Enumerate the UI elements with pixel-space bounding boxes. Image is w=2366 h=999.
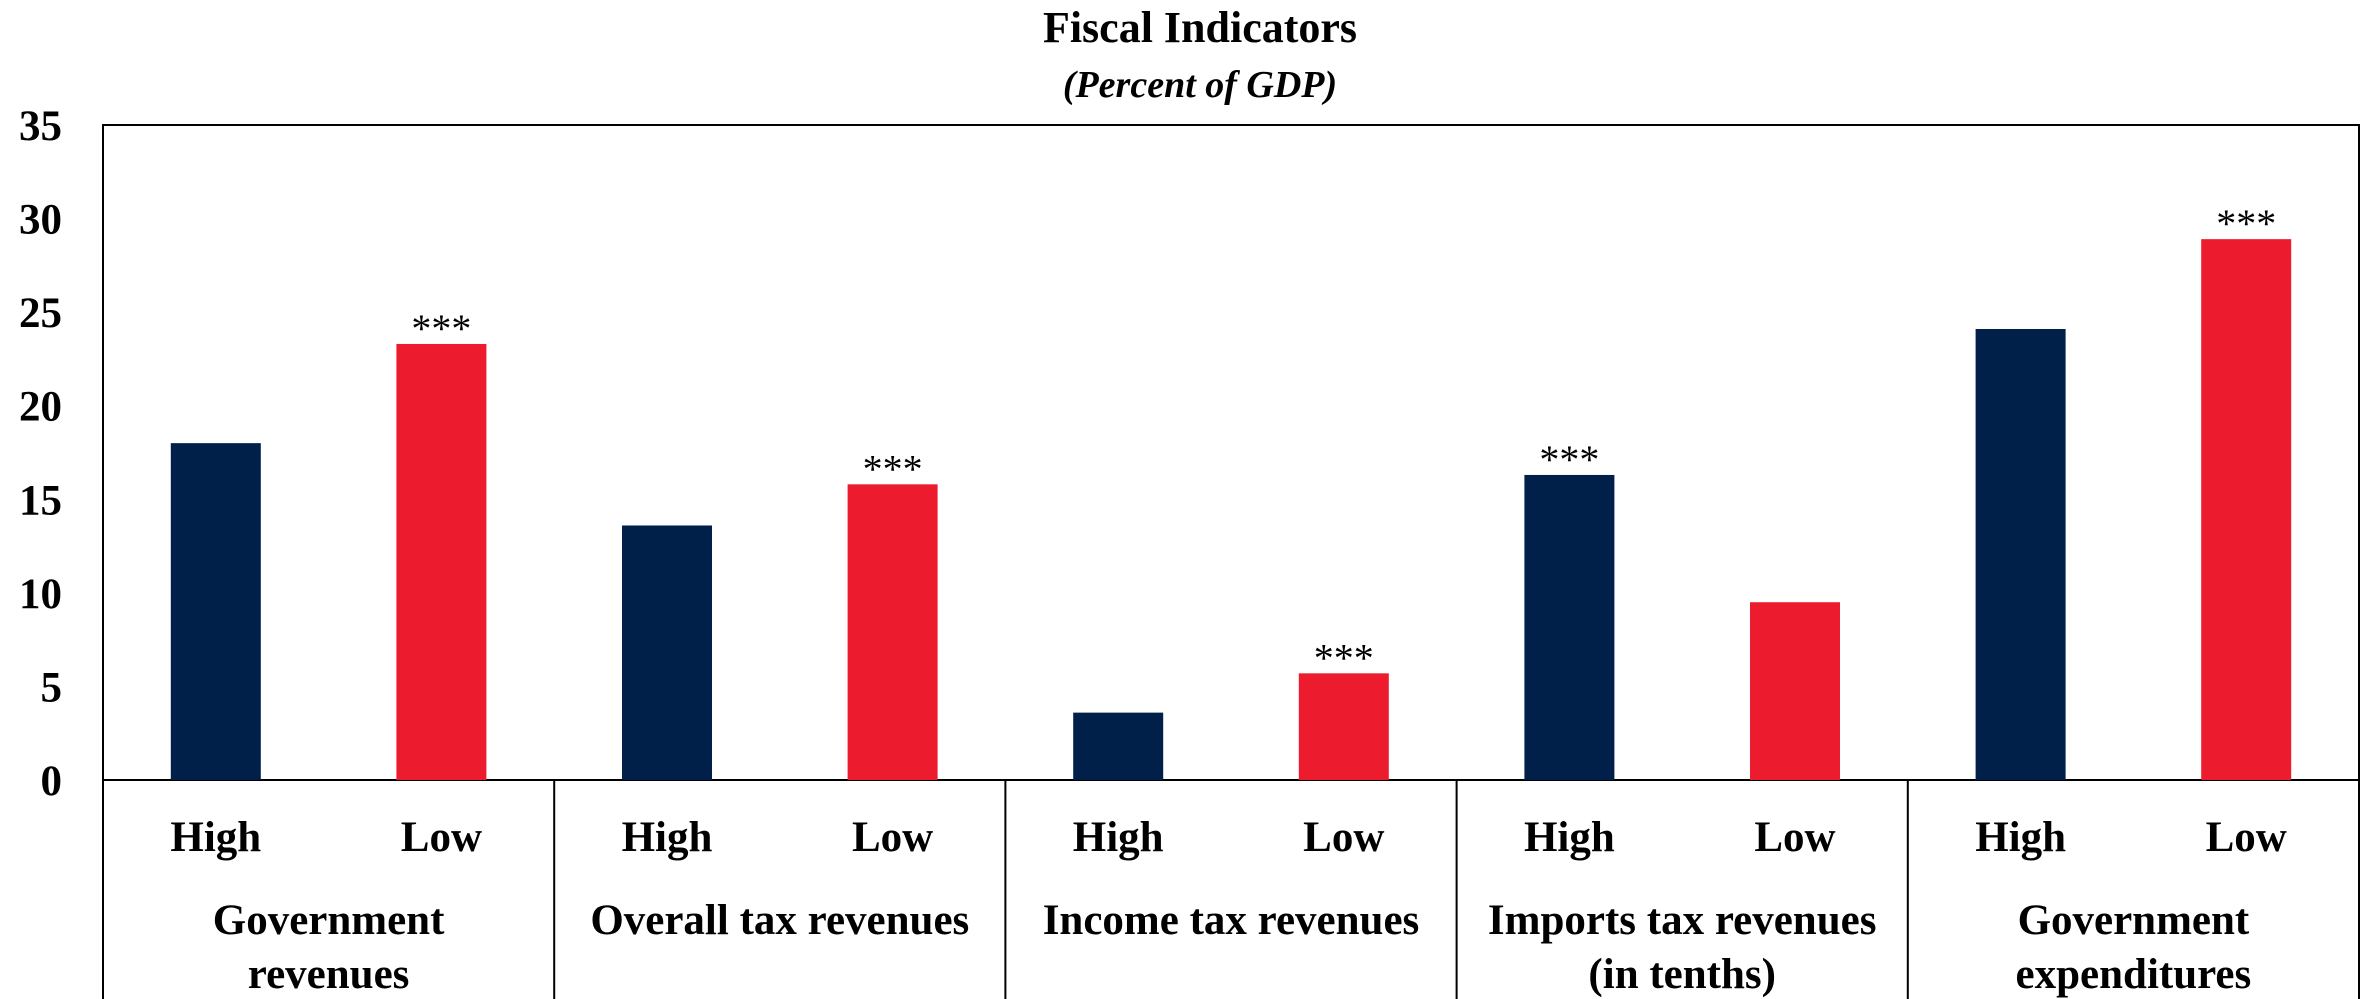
- bar-high: [170, 443, 261, 780]
- significance-label: ***: [1314, 635, 1374, 680]
- group-label: Government: [2018, 897, 2250, 944]
- x-axis: High Low Government revenues High Low Overall …: [102, 780, 2360, 999]
- y-axis: 0 5 10 15 20 25 30 35: [19, 103, 62, 805]
- y-tick-label: 30: [19, 197, 62, 244]
- category-label: Low: [1303, 814, 1384, 861]
- bar-low: [396, 343, 487, 780]
- category-label: Low: [401, 814, 482, 861]
- significance-label: ***: [411, 306, 471, 351]
- y-tick-label: 25: [19, 290, 62, 337]
- bar-high: [1073, 712, 1164, 780]
- bar-low: [2201, 239, 2292, 780]
- category-label: Low: [1754, 814, 1835, 861]
- y-tick-label: 0: [41, 758, 63, 805]
- bars: *** *** *** *** ***: [170, 201, 2292, 780]
- bar-low: [1750, 602, 1840, 780]
- group-label: Overall tax revenues: [590, 897, 969, 944]
- group-label: Income tax revenues: [1043, 897, 1420, 944]
- bar-high: [1524, 474, 1615, 780]
- bar-high: [622, 525, 712, 780]
- group-label: Imports tax revenues: [1488, 897, 1877, 944]
- category-label: Low: [2206, 814, 2287, 861]
- y-tick-label: 5: [41, 664, 63, 711]
- significance-label: ***: [2216, 201, 2276, 246]
- category-label: High: [1975, 814, 2066, 861]
- group-label: revenues: [248, 951, 410, 998]
- group-label: expenditures: [2016, 951, 2252, 998]
- y-tick-label: 35: [19, 103, 62, 150]
- bar-high: [1975, 328, 2066, 780]
- category-label: High: [1524, 814, 1615, 861]
- category-label: High: [622, 814, 713, 861]
- plot-frame: [102, 124, 2360, 781]
- y-tick-label: 15: [19, 477, 62, 524]
- chart-subtitle: (Percent of GDP): [1063, 64, 1337, 106]
- y-tick-label: 20: [19, 384, 62, 431]
- category-label: Low: [852, 814, 933, 861]
- y-tick-label: 10: [19, 571, 62, 618]
- category-label: High: [170, 814, 261, 861]
- bar-low: [847, 484, 938, 780]
- significance-label: ***: [863, 446, 923, 491]
- significance-label: ***: [1539, 437, 1599, 482]
- group-label: Government: [213, 897, 445, 944]
- chart-title: Fiscal Indicators: [1043, 3, 1357, 52]
- group-label: (in tenths): [1588, 951, 1776, 998]
- category-label: High: [1073, 814, 1164, 861]
- bar-low: [1298, 673, 1389, 780]
